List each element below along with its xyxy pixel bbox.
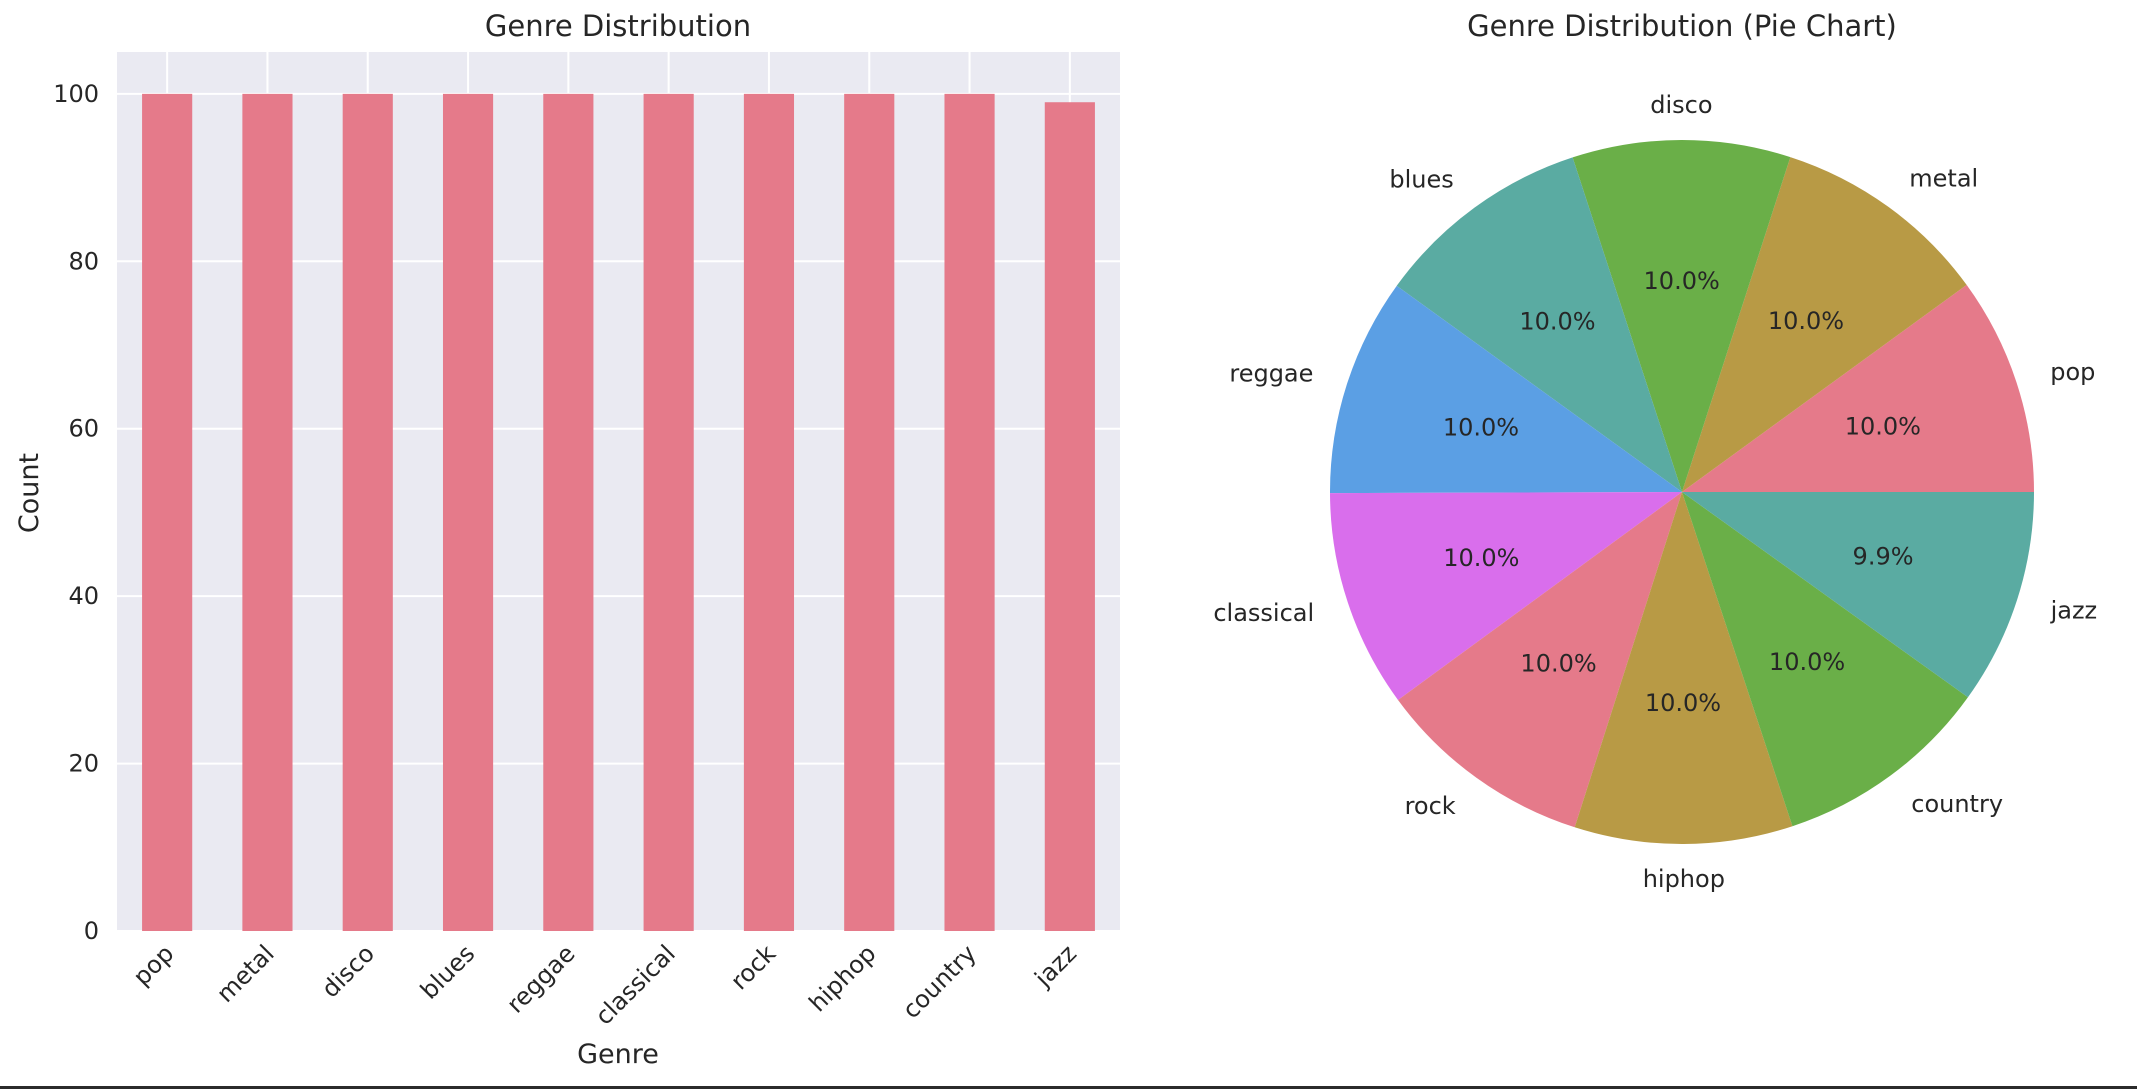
pie-pct-hiphop: 10.0% — [1645, 689, 1721, 717]
bar-rock — [743, 93, 795, 932]
pie-label-classical: classical — [1213, 599, 1314, 627]
pie-slices — [1329, 140, 2034, 844]
pie-slice-metal — [1682, 157, 1967, 492]
bar-blues — [442, 93, 494, 932]
pie-label-jazz: jazz — [2050, 597, 2098, 625]
pie-label-metal: metal — [1909, 165, 1978, 193]
bottom-border — [0, 1086, 2137, 1089]
pie-chart: Genre Distribution (Pie Chart) pop 10.0% m… — [1213, 9, 2097, 893]
pie-slice-country — [1682, 492, 1968, 827]
x-tick-label: classical — [590, 939, 681, 1030]
pie-label-disco: disco — [1650, 91, 1712, 119]
x-tick-label: hiphop — [804, 939, 882, 1017]
y-tick-label: 20 — [68, 750, 99, 778]
bar-pop — [142, 93, 193, 932]
pie-slice-disco — [1572, 140, 1791, 492]
pie-pct-blues: 10.0% — [1519, 307, 1595, 335]
pie-label-pop: pop — [2050, 358, 2095, 386]
x-tick-label: jazz — [1029, 939, 1082, 992]
y-tick-labels: 0 20 40 60 80 100 — [53, 80, 99, 945]
x-tick-label: blues — [415, 939, 480, 1004]
pie-pct-metal: 10.0% — [1768, 307, 1844, 335]
pie-label-blues: blues — [1389, 165, 1453, 193]
x-tick-label: reggae — [501, 939, 580, 1018]
y-tick-label: 60 — [68, 415, 99, 443]
pie-slice-pop — [1682, 284, 2034, 492]
bar-hiphop — [844, 93, 895, 932]
x-axis-label: Genre — [577, 1039, 659, 1070]
pie-slice-jazz — [1682, 492, 2034, 698]
pie-pct-pop: 10.0% — [1845, 413, 1921, 441]
x-tick-label: pop — [128, 939, 180, 991]
x-tick-label: rock — [725, 939, 781, 995]
y-axis-label: Count — [14, 453, 45, 533]
pie-chart-title: Genre Distribution (Pie Chart) — [1467, 9, 1897, 43]
x-tick-label: metal — [211, 939, 280, 1008]
pie-label-reggae: reggae — [1229, 359, 1313, 387]
y-tick-label: 40 — [68, 582, 99, 610]
pie-pct-disco: 10.0% — [1644, 267, 1720, 295]
pie-slice-reggae — [1329, 285, 1682, 494]
pie-pct-classical: 10.0% — [1443, 544, 1519, 572]
bar-chart-title: Genre Distribution — [485, 9, 751, 43]
pie-slice-hiphop — [1574, 492, 1793, 844]
bar-country — [944, 93, 995, 932]
bar-reggae — [543, 93, 594, 932]
x-tick-label: country — [897, 939, 982, 1024]
y-tick-label: 100 — [53, 80, 99, 108]
pie-pct-jazz: 9.9% — [1853, 543, 1914, 571]
pie-pct-reggae: 10.0% — [1443, 413, 1519, 441]
bar-series — [142, 93, 1095, 932]
pie-pct-country: 10.0% — [1769, 648, 1845, 676]
bar-disco — [342, 93, 393, 932]
y-tick-label: 0 — [84, 917, 99, 945]
pie-label-hiphop: hiphop — [1643, 865, 1725, 893]
pie-label-rock: rock — [1405, 792, 1456, 820]
x-tick-labels: pop metal disco blues reggae classical rock hip… — [128, 939, 1082, 1030]
bar-metal — [242, 93, 293, 932]
x-tick-label: disco — [316, 939, 380, 1003]
pie-label-country: country — [1911, 790, 2003, 818]
bar-chart: Genre Distribution 0 20 40 60 80 100 pop metal… — [14, 9, 1120, 1070]
pie-labels: pop 10.0% metal 10.0% disco 10.0% blues 10.0% re… — [1213, 91, 2097, 893]
bar-classical — [643, 93, 694, 932]
pie-slice-classical — [1330, 492, 1682, 700]
pie-pct-rock: 10.0% — [1520, 649, 1596, 677]
pie-slice-blues — [1396, 157, 1682, 492]
bar-jazz — [1044, 102, 1095, 931]
y-tick-label: 80 — [68, 247, 99, 275]
pie-slice-rock — [1398, 492, 1682, 828]
